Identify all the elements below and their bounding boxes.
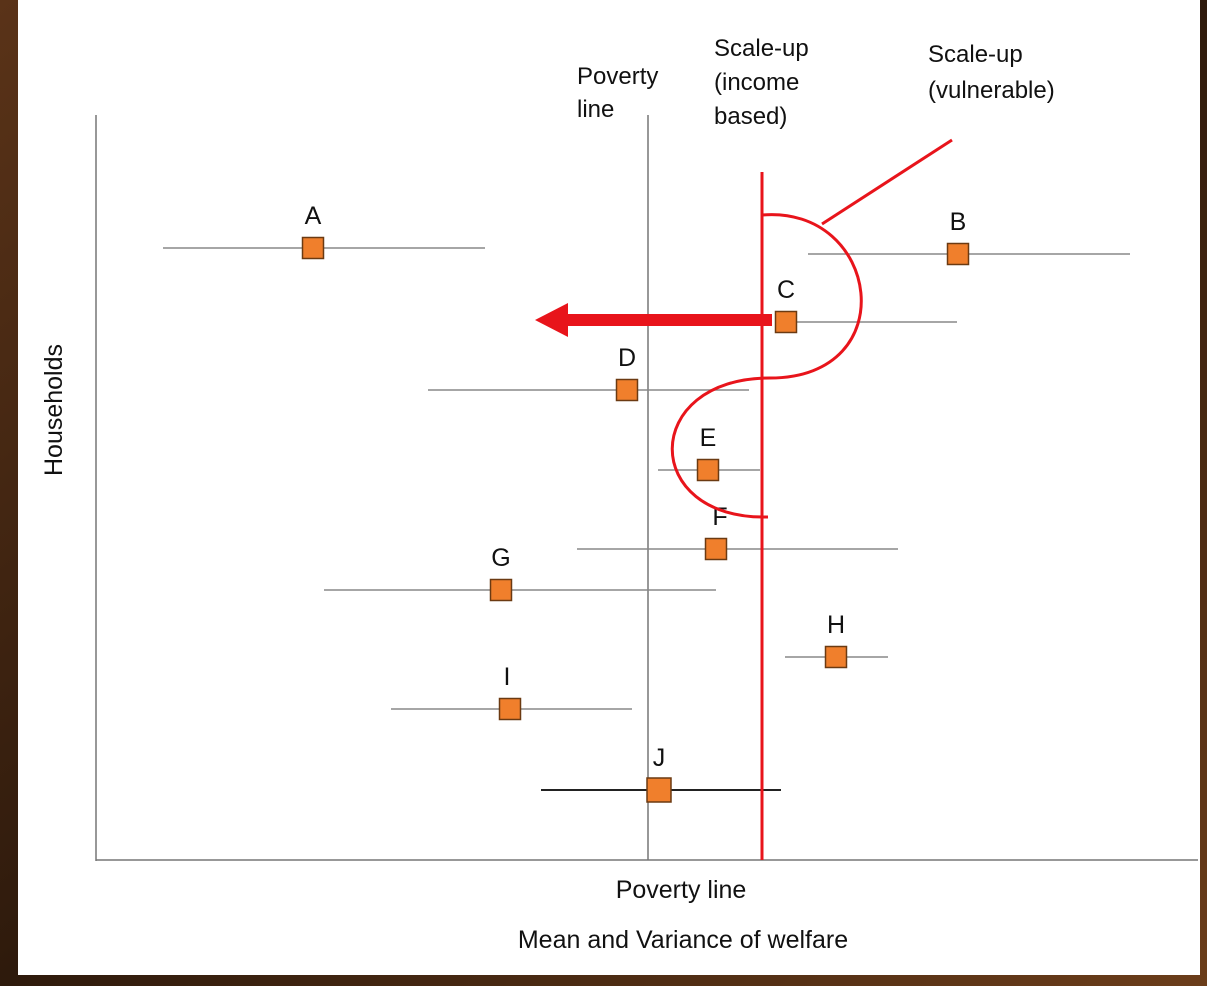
panel (18, 0, 1200, 975)
vulnerable-boundary (670, 213, 863, 519)
household-mark (489, 578, 513, 602)
household-label: I (504, 663, 511, 691)
household-mark (946, 242, 970, 266)
annotation: based) (714, 103, 787, 130)
annotation: (income (714, 69, 799, 96)
annotation: line (577, 96, 614, 123)
household-label: G (491, 544, 510, 572)
household-label: E (700, 424, 717, 452)
household-label: D (618, 344, 636, 372)
x-axis-label: Mean and Variance of welfare (518, 926, 848, 954)
household-mark (301, 236, 325, 260)
household-label: C (777, 276, 795, 304)
annotations: Poverty line Scale-up (income based) Scale-up… (577, 35, 1055, 130)
household-mark (696, 458, 720, 482)
x-axis-label: Poverty line (616, 876, 747, 904)
household-label: B (950, 208, 967, 236)
household-label: J (653, 744, 666, 772)
household-mark (704, 537, 728, 561)
y-axis-label: Households (40, 344, 68, 476)
household-mark (774, 310, 798, 334)
annotation: (vulnerable) (928, 77, 1055, 104)
household-mark (646, 777, 672, 803)
household-label: H (827, 611, 845, 639)
annotation: Scale-up (714, 35, 809, 62)
annotation: Scale-up (928, 41, 1023, 68)
household-label: A (305, 202, 322, 230)
household-mark (824, 645, 848, 669)
arrow-head (535, 303, 568, 337)
household-mark (615, 378, 639, 402)
household-mark (498, 697, 522, 721)
annotation: Poverty (577, 63, 658, 90)
vulnerable-pointer (821, 138, 953, 226)
